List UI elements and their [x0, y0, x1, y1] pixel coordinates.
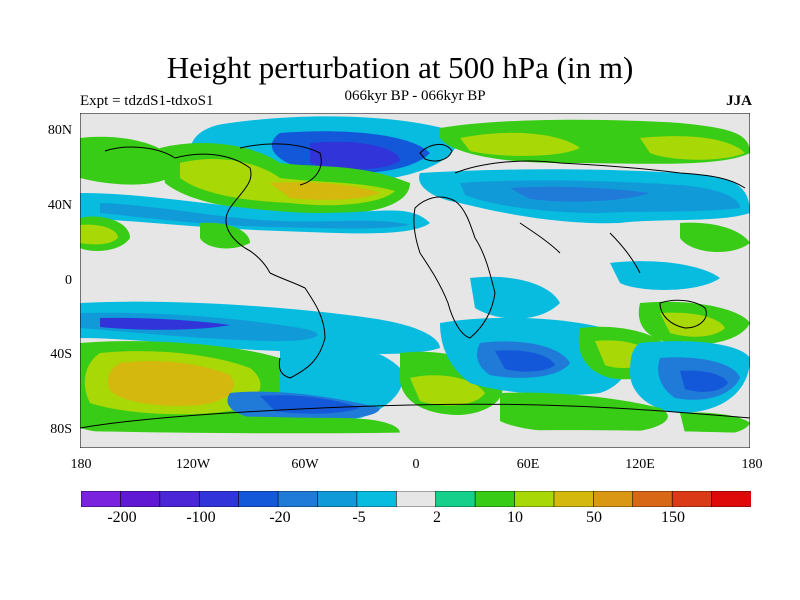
colorbar-swatch	[514, 491, 555, 507]
colorbar-label: -20	[269, 509, 291, 526]
contour-region	[80, 224, 118, 245]
contour-region	[80, 430, 750, 448]
colorbar-swatch	[435, 491, 476, 507]
colorbar-label: 150	[661, 509, 685, 526]
height-perturbation-map	[80, 113, 750, 448]
colorbar-swatch	[120, 491, 161, 507]
x-tick-label: 0	[412, 457, 420, 472]
colorbar-swatch	[553, 491, 595, 507]
colorbar-swatch	[711, 491, 751, 507]
colorbar-swatch	[198, 491, 240, 507]
contour-region	[680, 412, 750, 436]
contour-region	[680, 370, 728, 392]
experiment-label: Expt = tdzdS1-tdxoS1	[80, 93, 214, 109]
contour-region	[310, 141, 400, 170]
contour-region	[495, 350, 555, 372]
x-tick-label: 180	[70, 457, 92, 472]
coastlines	[80, 143, 750, 429]
colorbar-swatch	[159, 491, 201, 507]
colorbar-label: 50	[586, 509, 602, 526]
colorbar-swatch	[238, 491, 279, 507]
colorbar-swatch	[356, 491, 398, 507]
contour-region	[410, 375, 485, 406]
contour-region	[500, 392, 668, 434]
colorbar-swatch	[395, 491, 437, 507]
x-tick-label: 60E	[516, 457, 540, 472]
colorbar-swatch	[317, 491, 358, 507]
colorbar-label: -200	[107, 509, 137, 526]
y-tick-label: 80N	[47, 123, 72, 138]
contour-region	[470, 276, 560, 319]
x-tick-label: 180	[741, 457, 763, 472]
colorbar-swatch	[593, 491, 634, 507]
colorbar-label: 2	[433, 509, 441, 526]
contour-region	[510, 186, 650, 202]
contour-region	[100, 203, 410, 229]
y-tick-label: 0	[65, 273, 72, 288]
colorbar-label: -5	[352, 509, 366, 526]
contour-region	[260, 395, 360, 414]
colorbar-label: 10	[507, 509, 523, 526]
contour-region	[80, 136, 180, 185]
contour-region	[270, 182, 380, 200]
colorbar	[81, 491, 751, 507]
contour-region	[680, 222, 750, 253]
x-tick-label: 120E	[625, 457, 655, 472]
contour-region	[100, 317, 230, 330]
colorbar-label: -100	[186, 509, 216, 526]
contour-region	[660, 312, 725, 337]
page-title: Height perturbation at 500 hPa (in m)	[166, 50, 634, 85]
subtitle: 066kyr BP - 066kyr BP	[344, 88, 486, 104]
contour-region	[108, 361, 234, 406]
colorbar-swatch	[632, 491, 673, 507]
contour-region	[460, 132, 580, 156]
colorbar-swatch	[474, 491, 516, 507]
y-tick-label: 40N	[47, 198, 72, 213]
season-label: JJA	[726, 93, 752, 109]
colorbar-swatch	[671, 491, 713, 507]
colorbar-swatch	[277, 491, 319, 507]
y-tick-label: 40S	[50, 347, 72, 362]
x-tick-label: 60W	[291, 457, 319, 472]
x-tick-label: 120W	[175, 457, 211, 472]
contour-region	[640, 136, 745, 160]
y-tick-label: 80S	[50, 422, 72, 437]
colorbar-swatch	[81, 491, 122, 507]
